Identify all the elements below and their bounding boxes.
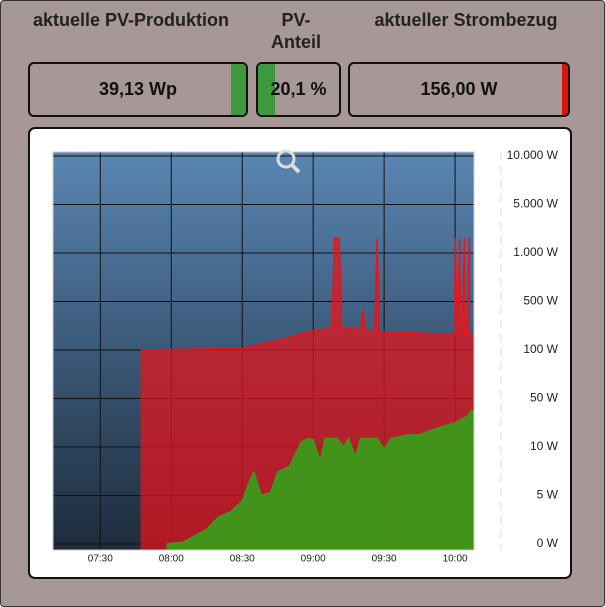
line (140, 237, 475, 351)
x-tick-label: 08:30 (230, 554, 255, 565)
value-text: 20,1 % (270, 79, 327, 99)
plot-border (52, 151, 475, 551)
tile-label: aktueller Strombezug (374, 10, 558, 30)
x-tick-label: 08:00 (159, 554, 184, 565)
y-tick-label: 0 W (537, 536, 559, 550)
chart: 0 W 5 W 10 W 50 W 100 W 500 W 1.000 W 5.000 W 10… (52, 148, 559, 565)
value-text: 156,00 W (420, 79, 498, 99)
y-tick-label: 100 W (523, 342, 558, 356)
y-tick-label: 10 W (530, 439, 559, 453)
tile-value: 20,1 % (256, 62, 341, 117)
tile-label: PV- Anteil (270, 10, 321, 52)
tile-value: 156,00 W (348, 62, 570, 117)
zoom-icon[interactable] (276, 149, 301, 174)
y-tick-label: 1.000 W (513, 245, 558, 259)
x-tick-label: 09:00 (301, 554, 326, 565)
y-tick-label: 5.000 W (513, 197, 558, 211)
y-tick-label: 50 W (530, 391, 559, 405)
chart-card: 0 W 5 W 10 W 50 W 100 W 500 W 1.000 W 5.000 W 10… (28, 127, 572, 579)
value-text: 39,13 Wp (98, 79, 178, 99)
tile-value: 39,13 Wp (28, 62, 248, 117)
x-tick-label: 10:00 (443, 554, 468, 565)
indicator (258, 64, 275, 115)
indicator (231, 64, 246, 115)
tile-label: aktuelle PV-Produktion (32, 10, 230, 30)
area (166, 410, 474, 550)
y-tick-label: 10.000 W (507, 148, 559, 162)
x-tick-label: 07:30 (88, 554, 113, 565)
y-tick-label: 5 W (537, 488, 559, 502)
line (166, 409, 475, 545)
x-tick-label: 09:30 (372, 554, 397, 565)
y-tick-label: 500 W (523, 294, 558, 308)
indicator (562, 64, 568, 115)
